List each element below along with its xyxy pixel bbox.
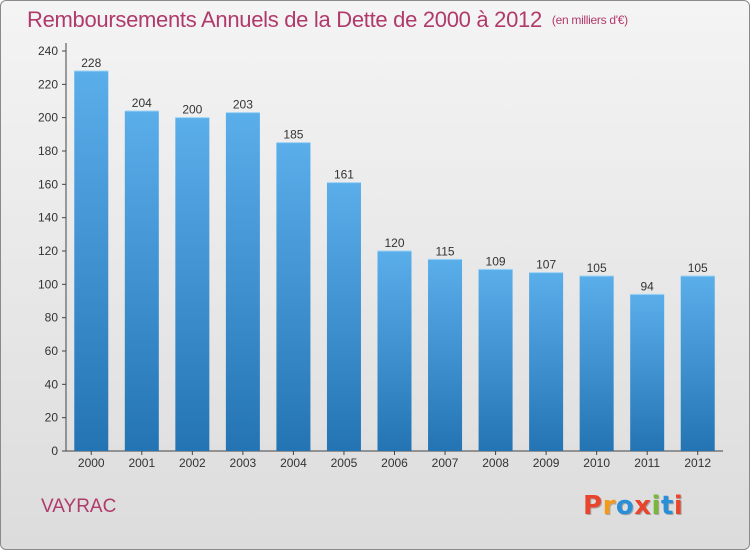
- chart-title-text: Remboursements Annuels de la Dette de 20…: [27, 7, 542, 32]
- data-label: 120: [384, 236, 404, 250]
- x-tick-label: 2007: [432, 456, 459, 470]
- logo-letter: r: [602, 491, 616, 521]
- bar: [478, 269, 513, 451]
- data-label: 203: [233, 98, 253, 112]
- data-label: 228: [81, 56, 101, 70]
- city-name: VAYRAC: [41, 496, 117, 517]
- y-tick-label: 160: [38, 177, 58, 191]
- x-tick-label: 2008: [482, 456, 509, 470]
- data-label: 107: [536, 258, 556, 272]
- x-tick-label: 2005: [331, 456, 358, 470]
- data-label: 161: [334, 168, 354, 182]
- data-label: 109: [486, 254, 506, 268]
- bar: [276, 142, 311, 451]
- y-tick-label: 20: [45, 411, 59, 425]
- bar: [630, 294, 665, 451]
- data-label: 94: [641, 279, 655, 293]
- x-tick-label: 2012: [684, 456, 711, 470]
- x-tick-label: 2000: [78, 456, 105, 470]
- y-tick-label: 140: [38, 211, 58, 225]
- x-tick-label: 2011: [634, 456, 660, 470]
- bar: [175, 117, 210, 452]
- bar: [428, 259, 463, 451]
- y-tick-label: 180: [38, 144, 58, 158]
- y-tick-label: 40: [45, 377, 59, 391]
- logo-letter: t: [660, 491, 674, 521]
- bar: [377, 251, 412, 451]
- data-label: 200: [182, 103, 202, 117]
- bar: [680, 276, 715, 451]
- data-label: 204: [132, 96, 152, 110]
- x-tick-label: 2006: [381, 456, 408, 470]
- data-label: 105: [688, 261, 708, 275]
- chart-title: Remboursements Annuels de la Dette de 20…: [27, 7, 628, 33]
- x-tick-label: 2009: [533, 456, 560, 470]
- proxiti-logo: Proxiti: [583, 491, 683, 521]
- y-tick-label: 200: [38, 111, 58, 125]
- bar: [225, 112, 260, 452]
- y-tick-label: 220: [38, 77, 58, 91]
- logo-letter: i: [673, 491, 684, 521]
- y-tick-label: 100: [38, 277, 58, 291]
- data-label: 115: [435, 244, 454, 258]
- logo-letter: x: [634, 491, 652, 521]
- y-tick-label: 120: [38, 244, 58, 258]
- x-tick-label: 2010: [583, 456, 610, 470]
- data-label: 185: [283, 128, 303, 142]
- y-tick-label: 60: [45, 344, 59, 358]
- chart-unit: (en milliers d'€): [551, 13, 628, 27]
- x-tick-label: 2001: [128, 456, 155, 470]
- bar: [326, 182, 361, 451]
- data-label: 105: [587, 261, 607, 275]
- y-tick-label: 240: [38, 44, 58, 58]
- bar: [529, 272, 564, 451]
- logo-letter: i: [651, 491, 661, 521]
- y-tick-label: 80: [45, 311, 59, 325]
- bar: [124, 111, 159, 451]
- bar: [579, 276, 614, 451]
- logo-letter: P: [583, 491, 603, 521]
- bar: [74, 71, 109, 451]
- logo-letter: o: [615, 491, 635, 521]
- y-tick-label: 0: [51, 444, 58, 458]
- x-tick-label: 2002: [179, 456, 206, 470]
- x-tick-label: 2004: [280, 456, 307, 470]
- x-tick-label: 2003: [230, 456, 257, 470]
